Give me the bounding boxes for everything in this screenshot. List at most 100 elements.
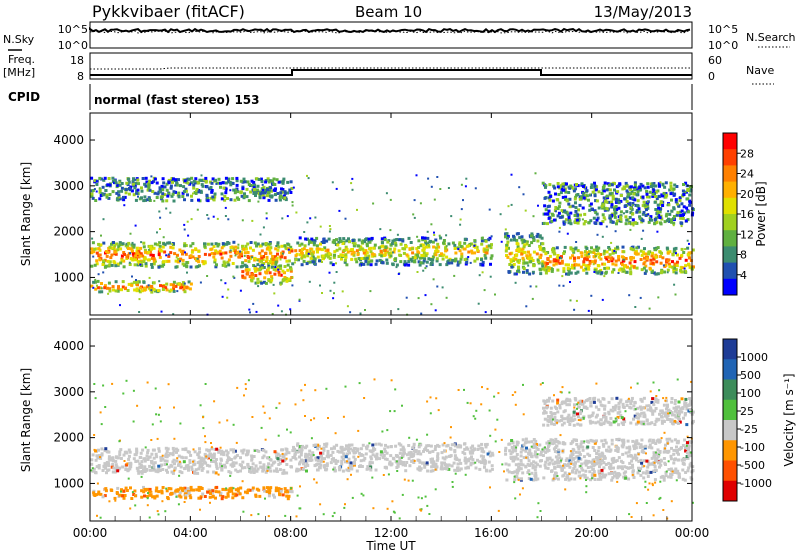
data-cell [256,281,259,284]
data-cell [432,460,435,463]
data-cell [260,282,263,285]
data-cell [659,221,662,224]
data-cell [578,445,581,448]
data-cell [173,252,176,255]
data-cell [330,261,333,264]
data-cell [596,199,599,202]
noise-cell [618,272,620,274]
data-cell [98,247,101,250]
data-cell [440,252,443,255]
noise-cell [332,181,334,183]
data-cell [611,183,614,186]
data-cell [612,252,615,255]
data-cell [362,263,365,266]
data-cell [586,258,589,261]
data-cell [246,453,249,456]
data-cell [299,236,302,239]
data-cell [467,251,470,254]
noise-cell [482,271,484,273]
freq-trace [90,70,692,75]
data-cell [286,181,289,184]
data-cell [98,464,101,467]
noise-cell [329,272,331,274]
data-cell [565,263,568,266]
data-cell [357,245,360,248]
data-cell [647,252,650,255]
data-cell [429,258,432,261]
data-cell [510,439,513,442]
data-cell [598,207,601,210]
data-cell [276,257,279,260]
data-cell [583,455,586,458]
data-cell [252,249,255,252]
noise-cell [515,282,517,284]
data-cell [567,273,570,276]
data-cell [631,464,634,467]
data-cell [517,243,520,246]
data-cell [348,451,351,454]
data-cell [420,254,423,257]
data-cell [599,422,602,425]
data-cell [615,260,618,263]
data-cell [626,271,629,274]
data-cell [203,457,206,460]
data-cell [100,282,103,285]
data-cell [633,265,636,268]
data-cell [323,238,326,241]
data-cell [672,449,675,452]
data-cell [194,450,197,453]
data-cell [603,408,606,411]
noise-cell [94,188,96,190]
colorbar-label: 24 [740,168,754,181]
data-cell [119,262,122,265]
data-cell [517,441,520,444]
data-cell [561,209,564,212]
data-cell [587,466,590,469]
data-cell [637,471,640,474]
data-cell [610,479,613,482]
data-cell [654,208,657,211]
data-cell [232,448,235,451]
data-cell [336,249,339,252]
data-cell [523,444,526,447]
data-cell [208,253,211,256]
data-cell [664,444,667,447]
data-cell [678,448,681,451]
data-cell [645,214,648,217]
data-cell [190,486,193,489]
data-cell [157,289,160,292]
data-cell [330,454,333,457]
noise-cell [563,224,565,226]
data-cell [546,262,549,265]
data-cell [436,459,439,462]
data-cell [548,210,551,213]
data-cell [166,242,169,245]
noise-cell [100,235,102,237]
data-cell [354,258,357,261]
data-cell [139,456,142,459]
data-cell [620,194,623,197]
data-cell [173,281,176,284]
data-cell [653,423,656,426]
data-cell [155,455,158,458]
data-cell [97,243,100,246]
data-cell [108,455,111,458]
data-cell [141,190,144,193]
data-cell [604,474,607,477]
data-cell [343,249,346,252]
data-cell [340,240,343,243]
data-cell [198,179,201,182]
noise-cell [308,253,310,255]
noise-cell [564,221,566,223]
data-cell [244,264,247,267]
data-cell [169,452,172,455]
noise-cell [135,225,137,227]
data-cell [545,208,548,211]
data-cell [508,263,511,266]
data-cell [547,463,550,466]
data-cell [272,258,275,261]
data-cell [635,246,638,249]
noise-cell [215,183,217,185]
data-cell [360,257,363,260]
data-cell [534,462,537,465]
